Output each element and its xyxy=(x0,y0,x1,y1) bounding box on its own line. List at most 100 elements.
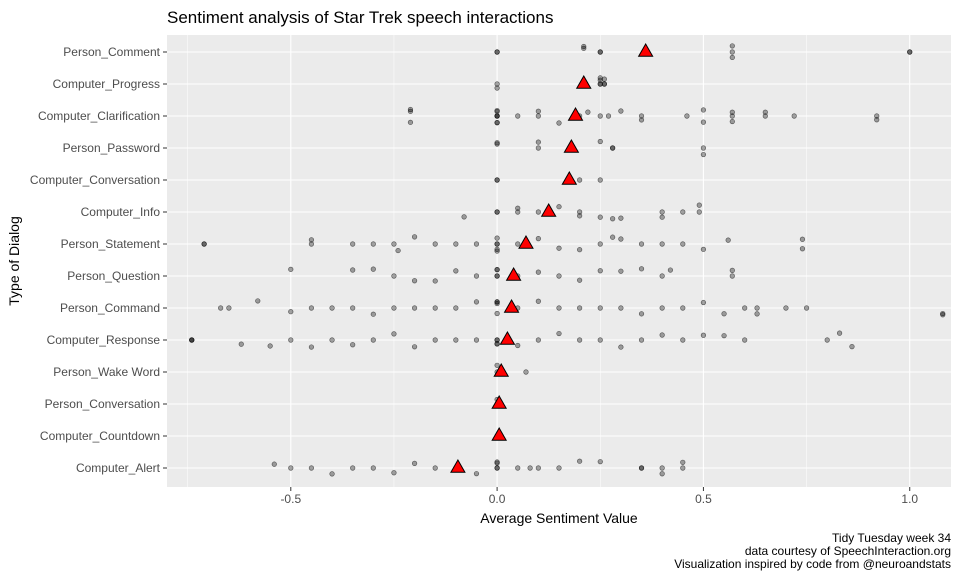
y-axis-title: Type of Dialog xyxy=(6,216,22,306)
data-point xyxy=(494,113,500,119)
data-point xyxy=(836,330,843,336)
data-point xyxy=(407,108,414,114)
y-tick-label: Computer_Conversation xyxy=(30,173,160,187)
data-point xyxy=(515,342,521,349)
data-point xyxy=(453,337,459,343)
x-tick-label: 1.0 xyxy=(901,492,918,506)
data-point xyxy=(618,236,624,242)
data-point xyxy=(494,246,500,252)
data-point xyxy=(556,305,562,311)
data-point xyxy=(494,85,500,91)
y-tick-label: Computer_Progress xyxy=(53,77,160,91)
data-point xyxy=(473,273,480,279)
y-tick-label: Person_Wake Word xyxy=(53,365,160,379)
data-point xyxy=(308,344,315,350)
data-point xyxy=(638,266,645,272)
data-point xyxy=(659,241,665,247)
data-point xyxy=(411,344,418,350)
data-point xyxy=(329,337,335,343)
data-point xyxy=(577,277,583,283)
data-point xyxy=(700,119,707,125)
caption-line-1: Tidy Tuesday week 34 xyxy=(832,531,951,545)
data-point xyxy=(659,465,665,471)
y-tick-label: Person_Statement xyxy=(61,237,161,251)
data-point xyxy=(605,113,612,119)
data-point xyxy=(597,214,603,220)
data-point xyxy=(577,177,583,183)
data-point xyxy=(597,138,603,145)
data-point xyxy=(680,305,686,311)
data-point xyxy=(684,113,690,119)
data-point xyxy=(618,305,624,311)
mean-marker xyxy=(561,170,578,185)
data-point xyxy=(308,465,315,471)
data-point xyxy=(556,245,562,251)
data-point xyxy=(729,43,735,49)
data-point xyxy=(597,81,603,87)
data-point xyxy=(432,278,438,284)
data-point xyxy=(638,113,645,119)
mean-marker xyxy=(499,330,516,345)
data-point xyxy=(535,108,541,114)
data-point xyxy=(267,343,273,349)
mean-marker xyxy=(567,106,584,121)
data-point xyxy=(700,246,707,252)
data-point xyxy=(618,215,624,221)
mean-marker xyxy=(491,426,508,441)
data-point xyxy=(700,145,707,151)
data-point xyxy=(725,237,731,243)
data-point xyxy=(700,151,707,158)
data-point xyxy=(577,337,583,343)
data-point xyxy=(370,311,376,317)
data-point xyxy=(494,108,500,115)
data-point xyxy=(473,299,480,305)
data-point xyxy=(535,465,541,471)
data-point xyxy=(453,305,459,311)
y-tick-label: Computer_Alert xyxy=(76,461,161,475)
data-point xyxy=(201,241,207,247)
data-point xyxy=(680,337,686,343)
data-point xyxy=(680,209,686,215)
data-point xyxy=(729,54,735,61)
data-point xyxy=(494,460,500,466)
data-point xyxy=(527,465,533,471)
data-point xyxy=(874,113,880,119)
data-point xyxy=(494,241,500,247)
y-tick-label: Person_Conversation xyxy=(45,397,160,411)
data-point xyxy=(329,471,335,477)
data-point xyxy=(667,267,674,273)
data-point xyxy=(370,241,376,247)
data-point xyxy=(494,300,500,307)
data-point xyxy=(494,273,500,279)
data-point xyxy=(577,213,583,219)
mean-marker xyxy=(563,138,580,153)
data-point xyxy=(494,299,500,305)
data-point xyxy=(407,106,414,113)
data-point xyxy=(597,459,603,465)
data-point xyxy=(601,81,607,87)
data-point xyxy=(494,310,500,317)
data-point xyxy=(391,331,397,337)
data-point xyxy=(515,113,521,119)
data-point xyxy=(350,305,356,311)
data-point xyxy=(585,109,591,115)
data-point xyxy=(907,49,913,55)
data-point xyxy=(288,266,294,272)
data-point xyxy=(597,49,603,55)
data-point xyxy=(556,120,562,126)
data-point xyxy=(473,241,480,247)
x-axis-title: Average Sentiment Value xyxy=(480,510,638,526)
y-tick-label: Person_Password xyxy=(63,141,160,155)
y-tick-label: Computer_Info xyxy=(81,205,161,219)
data-point xyxy=(618,108,624,114)
mean-marker xyxy=(637,42,654,57)
data-point xyxy=(783,305,789,311)
mean-marker xyxy=(540,202,557,217)
data-point xyxy=(494,337,500,343)
data-point xyxy=(577,209,583,215)
data-point xyxy=(597,305,603,311)
y-tick-label: Person_Comment xyxy=(63,45,160,59)
caption-line-3: Visualization inspired by code from @neu… xyxy=(674,557,951,571)
data-point xyxy=(638,337,645,343)
data-point xyxy=(350,342,356,348)
